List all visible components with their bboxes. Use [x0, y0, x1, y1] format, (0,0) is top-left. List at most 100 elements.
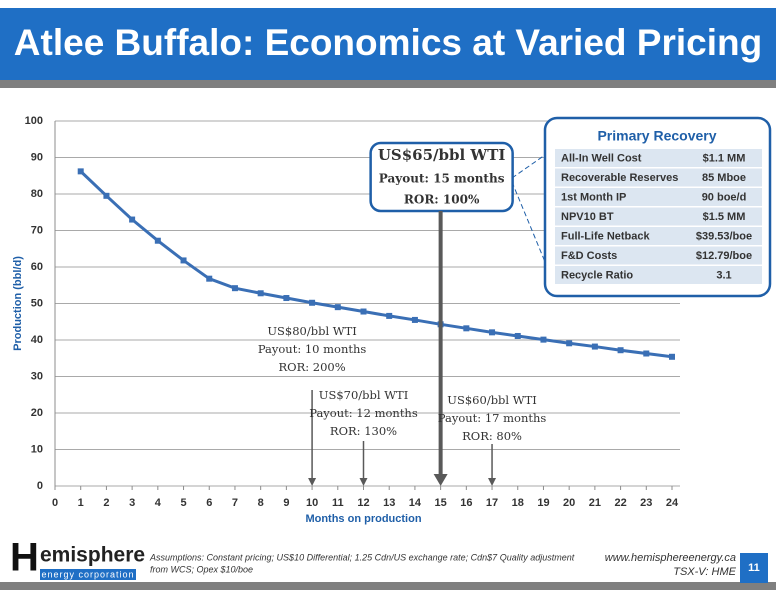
x-tick-label: 10 — [306, 497, 318, 509]
y-tick-label: 20 — [31, 407, 43, 419]
y-tick-label: 50 — [31, 297, 43, 309]
point — [334, 304, 341, 311]
page-badge — [740, 553, 768, 583]
point — [411, 316, 418, 323]
row-value: $39.53/boe — [696, 230, 752, 242]
y-tick-label: 90 — [31, 151, 43, 163]
row-label: Recoverable Reserves — [561, 172, 678, 184]
point — [129, 216, 136, 223]
arrow-head — [308, 478, 317, 486]
row-value: $1.1 MM — [703, 152, 746, 164]
x-tick-label: 13 — [383, 497, 395, 509]
x-tick-label: 20 — [563, 497, 575, 509]
point — [566, 340, 573, 347]
row-label: 1st Month IP — [561, 191, 626, 203]
point — [643, 350, 650, 357]
row-label: Full-Life Netback — [561, 230, 651, 242]
x-tick-label: 7 — [232, 497, 238, 509]
x-tick-label: 2 — [103, 497, 109, 509]
point — [77, 168, 84, 175]
connector — [511, 181, 556, 287]
x-tick-label: 17 — [486, 497, 498, 509]
annotation-text: US$65/bbl WTI — [378, 146, 506, 164]
point — [669, 353, 675, 360]
point — [617, 347, 624, 354]
annotation-text: ROR: 100% — [404, 193, 480, 207]
x-tick-label: 24 — [666, 497, 679, 509]
ticker: TSX-V: HME — [673, 566, 736, 578]
logo-tag-bar — [40, 569, 136, 580]
x-tick-label: 3 — [129, 497, 135, 509]
row-label: Recycle Ratio — [561, 269, 633, 281]
assumptions: Assumptions: Constant pricing; US$10 Dif… — [149, 552, 575, 562]
table-title: Primary Recovery — [597, 128, 716, 144]
point — [360, 308, 367, 315]
y-axis-label: Production (bbl/d) — [12, 256, 24, 351]
arrow-head — [433, 474, 448, 486]
y-tick-label: 30 — [31, 370, 43, 382]
point — [463, 325, 470, 332]
website: www.hemisphereenergy.ca — [605, 552, 736, 564]
point — [206, 275, 213, 282]
y-tick-label: 10 — [31, 443, 43, 455]
annotation-text: US$60/bbl WTI — [447, 393, 536, 407]
annotation-text: US$80/bbl WTI — [267, 324, 356, 338]
x-tick-label: 9 — [283, 497, 289, 509]
annotation-text: US$70/bbl WTI — [319, 388, 408, 402]
y-tick-label: 100 — [25, 115, 43, 127]
row-label: F&D Costs — [561, 250, 617, 262]
x-tick-label: 14 — [409, 497, 422, 509]
assumptions: from WCS; Opex $10/boe — [150, 564, 253, 574]
row-value: $12.79/boe — [696, 250, 752, 262]
point — [386, 312, 393, 319]
x-tick-label: 4 — [155, 497, 162, 509]
row-label: NPV10 BT — [561, 211, 614, 223]
x-axis-label: Months on production — [305, 513, 421, 525]
row-value: 90 boe/d — [702, 191, 747, 203]
point — [591, 343, 598, 350]
x-tick-label: 18 — [512, 497, 524, 509]
table-row — [555, 149, 762, 167]
annotation-text: Payout: 17 months — [438, 411, 547, 425]
table-row — [555, 188, 762, 206]
point — [540, 336, 547, 343]
point — [180, 257, 187, 264]
x-tick-label: 1 — [78, 497, 84, 509]
x-tick-label: 0 — [52, 497, 58, 509]
x-tick-label: 21 — [589, 497, 601, 509]
logo-name: emisphere — [40, 544, 145, 567]
x-tick-label: 19 — [537, 497, 549, 509]
annotation-text: Payout: 12 months — [309, 406, 418, 420]
y-tick-label: 80 — [31, 188, 43, 200]
row-value: 85 Mboe — [702, 172, 746, 184]
annotation-text: ROR: 80% — [462, 429, 522, 443]
x-tick-label: 5 — [180, 497, 186, 509]
x-tick-label: 16 — [460, 497, 472, 509]
x-tick-label: 23 — [640, 497, 652, 509]
row-value: $1.5 MM — [703, 211, 746, 223]
x-tick-label: 8 — [258, 497, 264, 509]
table-row — [555, 246, 762, 265]
x-tick-label: 22 — [614, 497, 626, 509]
table-row — [555, 227, 762, 245]
y-tick-label: 40 — [31, 334, 43, 346]
row-label: All-In Well Cost — [561, 152, 642, 164]
page-number: 11 — [748, 562, 760, 574]
line — [79, 170, 673, 359]
point — [103, 192, 110, 199]
annotation-text: Payout: 15 months — [379, 172, 505, 186]
x-tick-label: 6 — [206, 497, 212, 509]
x-tick-label: 11 — [332, 497, 344, 509]
x-tick-label: 15 — [435, 497, 447, 509]
x-tick-label: 12 — [357, 497, 369, 509]
arrow-head — [488, 478, 497, 486]
logo-initial: H — [10, 536, 39, 580]
point — [309, 299, 316, 306]
header-stripe — [0, 80, 776, 88]
point — [257, 290, 264, 297]
table-row — [555, 266, 762, 284]
point — [154, 237, 161, 244]
arrow-head — [359, 478, 368, 486]
point — [514, 332, 521, 339]
footer-stripe — [0, 582, 776, 590]
